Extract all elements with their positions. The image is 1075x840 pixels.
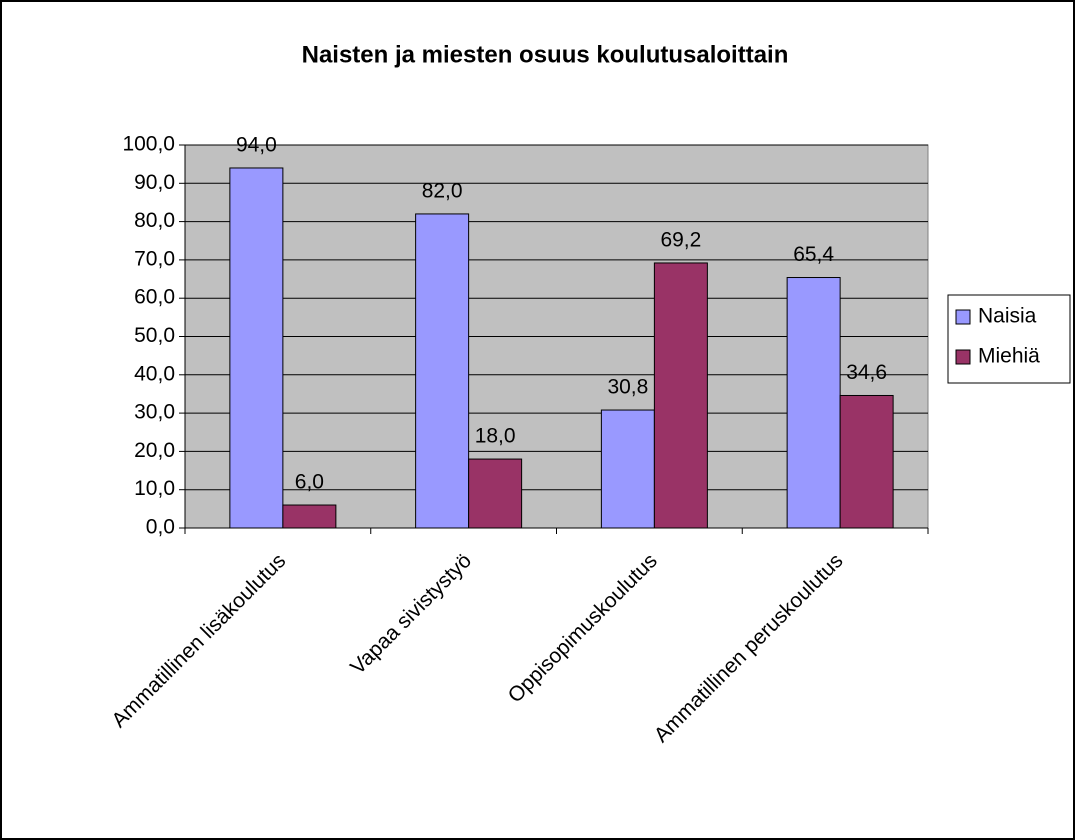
- legend-label: Miehiä: [978, 345, 1040, 368]
- data-label: 30,8: [607, 376, 648, 399]
- data-label: 6,0: [295, 471, 324, 494]
- bar: [839, 394, 894, 529]
- y-tick-label: 0,0: [146, 516, 175, 539]
- data-label: 18,0: [475, 425, 516, 448]
- y-tick-label: 80,0: [134, 209, 175, 232]
- bar: [600, 409, 655, 529]
- y-tick-label: 30,0: [134, 401, 175, 424]
- y-tick-label: 10,0: [134, 477, 175, 500]
- legend-swatch: [955, 309, 971, 325]
- y-tick-label: 100,0: [122, 133, 175, 156]
- data-label: 69,2: [660, 229, 701, 252]
- bar: [282, 504, 337, 529]
- bar: [229, 167, 284, 529]
- legend-label: Naisia: [978, 305, 1037, 328]
- bar: [415, 213, 470, 529]
- data-label: 94,0: [236, 134, 277, 157]
- y-tick-label: 90,0: [134, 171, 175, 194]
- y-tick-label: 50,0: [134, 324, 175, 347]
- y-tick-label: 20,0: [134, 439, 175, 462]
- y-tick-label: 70,0: [134, 247, 175, 270]
- bar: [786, 277, 841, 529]
- bar: [653, 262, 708, 529]
- y-tick-label: 60,0: [134, 286, 175, 309]
- bar: [468, 458, 523, 529]
- data-label: 82,0: [422, 179, 463, 202]
- y-tick-label: 40,0: [134, 362, 175, 385]
- data-label: 65,4: [793, 243, 834, 266]
- chart-title: Naisten ja miesten osuus koulutusaloitta…: [302, 41, 789, 68]
- data-label: 34,6: [846, 361, 887, 384]
- legend-swatch: [955, 349, 971, 365]
